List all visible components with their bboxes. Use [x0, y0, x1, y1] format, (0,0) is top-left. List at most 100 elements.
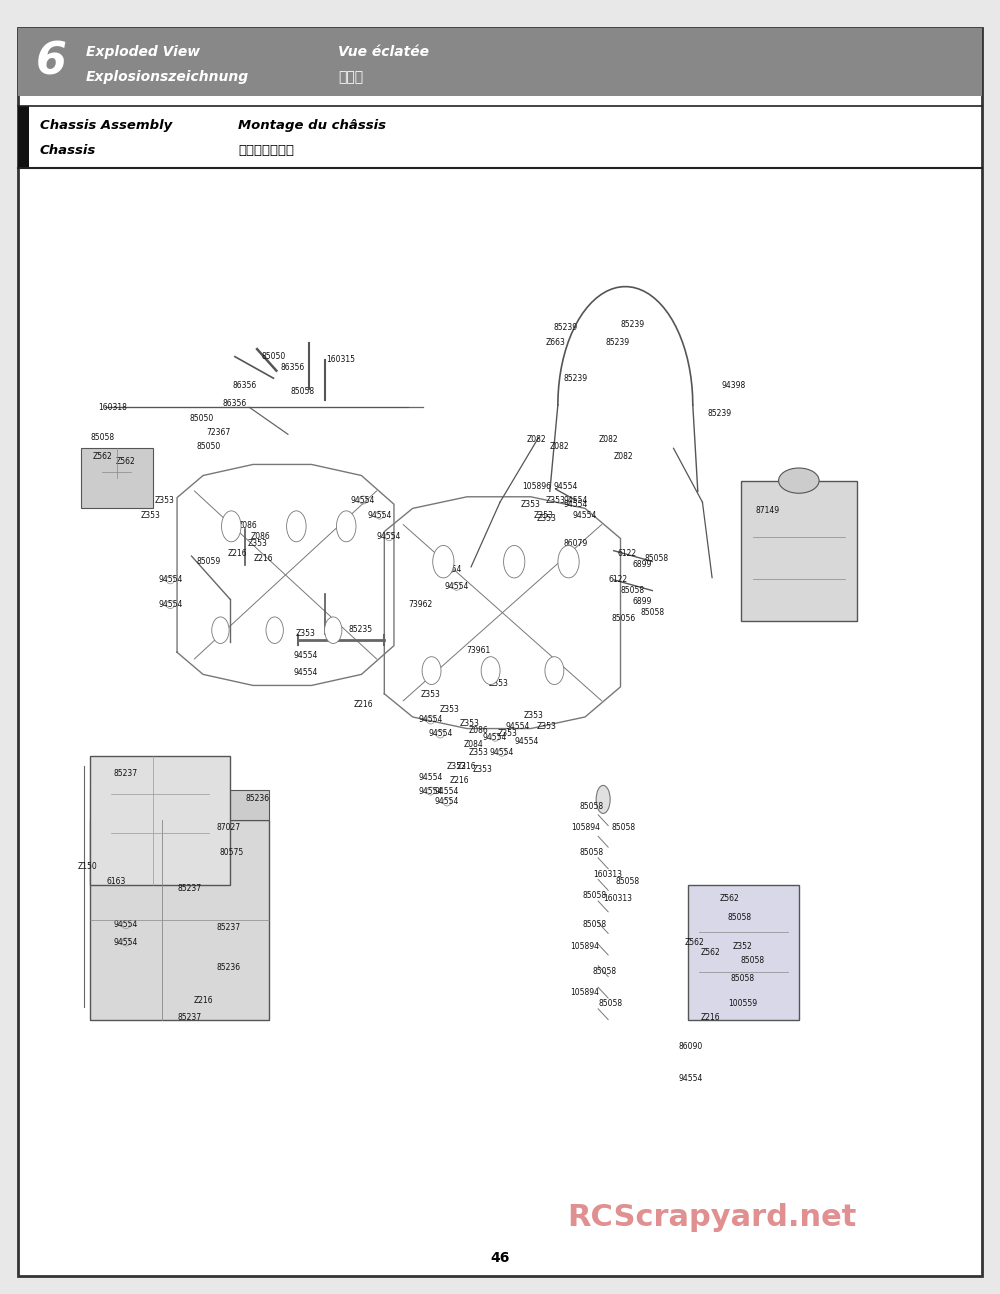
Text: Z086: Z086: [469, 726, 489, 735]
Text: 85058: 85058: [731, 974, 755, 983]
Text: Montage du châssis: Montage du châssis: [238, 119, 386, 132]
Text: 85058: 85058: [621, 586, 645, 595]
Text: 94554: 94554: [435, 797, 459, 806]
Ellipse shape: [433, 546, 454, 578]
Text: 80575: 80575: [220, 848, 244, 857]
Ellipse shape: [222, 511, 241, 542]
Text: Z353: Z353: [447, 762, 467, 771]
Text: Z082: Z082: [614, 453, 633, 462]
Text: 86356: 86356: [232, 382, 257, 391]
Text: Z353: Z353: [247, 538, 267, 547]
Text: 160313: 160313: [603, 894, 632, 903]
Text: Z353: Z353: [155, 496, 174, 505]
Text: Exploded View: Exploded View: [86, 45, 200, 60]
Text: 85050: 85050: [189, 414, 213, 423]
Text: 94554: 94554: [563, 499, 587, 509]
Text: 85237: 85237: [114, 770, 138, 778]
Text: Z150: Z150: [78, 862, 97, 871]
Text: 85239: 85239: [606, 338, 630, 347]
Text: Z352: Z352: [733, 942, 753, 951]
Ellipse shape: [545, 657, 564, 685]
Text: 85058: 85058: [741, 956, 765, 965]
Text: 6122: 6122: [608, 576, 627, 585]
Text: 85058: 85058: [580, 848, 604, 857]
Text: 94554: 94554: [293, 651, 317, 660]
Text: 94554: 94554: [351, 496, 375, 505]
Ellipse shape: [336, 511, 356, 542]
Text: 94554: 94554: [158, 576, 182, 585]
Text: 85235: 85235: [348, 625, 372, 634]
Bar: [90, 791, 269, 820]
Text: 94554: 94554: [435, 787, 459, 796]
Text: 85058: 85058: [290, 387, 314, 396]
Text: Z353: Z353: [536, 514, 556, 523]
Text: 72367: 72367: [206, 427, 231, 436]
Text: 46: 46: [490, 1251, 510, 1266]
Text: 85239: 85239: [553, 324, 578, 333]
Text: RCScrapyard.net: RCScrapyard.net: [567, 1203, 857, 1232]
Text: 85239: 85239: [708, 409, 732, 418]
Text: Z353: Z353: [473, 765, 493, 774]
Text: Z216: Z216: [254, 554, 274, 563]
Text: 85237: 85237: [216, 924, 240, 933]
Text: 85056: 85056: [611, 615, 636, 624]
Text: 85058: 85058: [580, 802, 604, 810]
Text: 94554: 94554: [438, 564, 462, 573]
Text: 94554: 94554: [515, 738, 539, 747]
Text: Z216: Z216: [193, 995, 213, 1004]
Text: Z562: Z562: [116, 457, 136, 466]
Text: 85236: 85236: [216, 963, 240, 972]
Text: 73962: 73962: [409, 600, 433, 609]
Text: 85059: 85059: [197, 556, 221, 565]
Text: 展開図: 展開図: [338, 70, 363, 84]
Text: 105894: 105894: [570, 942, 599, 951]
Text: 94554: 94554: [377, 532, 401, 541]
Text: 6163: 6163: [107, 877, 126, 886]
Text: 85058: 85058: [91, 433, 115, 443]
Bar: [90, 756, 230, 885]
Bar: [18, 28, 982, 96]
Text: Z562: Z562: [685, 938, 705, 946]
Text: Z663: Z663: [546, 338, 566, 347]
Bar: [688, 885, 799, 1020]
Ellipse shape: [287, 511, 306, 542]
Text: Z216: Z216: [353, 700, 373, 709]
Text: 85236: 85236: [245, 795, 269, 804]
Text: Z082: Z082: [527, 435, 546, 444]
Bar: [81, 448, 153, 507]
Text: Z353: Z353: [524, 712, 544, 721]
Text: 6122: 6122: [618, 550, 637, 559]
Text: Z353: Z353: [421, 690, 441, 699]
Text: 87027: 87027: [216, 823, 240, 832]
Text: Z562: Z562: [700, 949, 720, 958]
Bar: [741, 480, 857, 621]
Text: 85237: 85237: [178, 1013, 202, 1022]
Text: Z353: Z353: [469, 748, 489, 757]
Ellipse shape: [596, 785, 610, 814]
Text: Z086: Z086: [238, 521, 257, 531]
Text: 85058: 85058: [727, 912, 751, 921]
Text: Z084: Z084: [463, 740, 483, 749]
Text: 160315: 160315: [326, 356, 355, 365]
Text: 94554: 94554: [418, 773, 443, 782]
Text: 94398: 94398: [721, 382, 745, 391]
Text: 94554: 94554: [490, 748, 514, 757]
Text: シャーシ展開図: シャーシ展開図: [238, 144, 294, 157]
Text: 86079: 86079: [563, 538, 587, 547]
Text: Chassis: Chassis: [40, 144, 96, 157]
Text: Z216: Z216: [700, 1013, 720, 1022]
Text: 85058: 85058: [592, 967, 616, 976]
Text: 100559: 100559: [728, 999, 757, 1008]
Text: 105894: 105894: [571, 823, 600, 832]
Ellipse shape: [212, 617, 229, 643]
Text: Z353: Z353: [488, 679, 508, 688]
Text: 6899: 6899: [633, 560, 652, 569]
Text: 94554: 94554: [483, 732, 507, 741]
Text: Z216: Z216: [450, 776, 469, 784]
Text: Chassis Assembly: Chassis Assembly: [40, 119, 172, 132]
Text: 94554: 94554: [679, 1074, 703, 1083]
Ellipse shape: [266, 617, 283, 643]
Text: 6: 6: [36, 40, 67, 84]
Text: Z353: Z353: [459, 718, 479, 727]
Text: Z353: Z353: [536, 722, 556, 731]
